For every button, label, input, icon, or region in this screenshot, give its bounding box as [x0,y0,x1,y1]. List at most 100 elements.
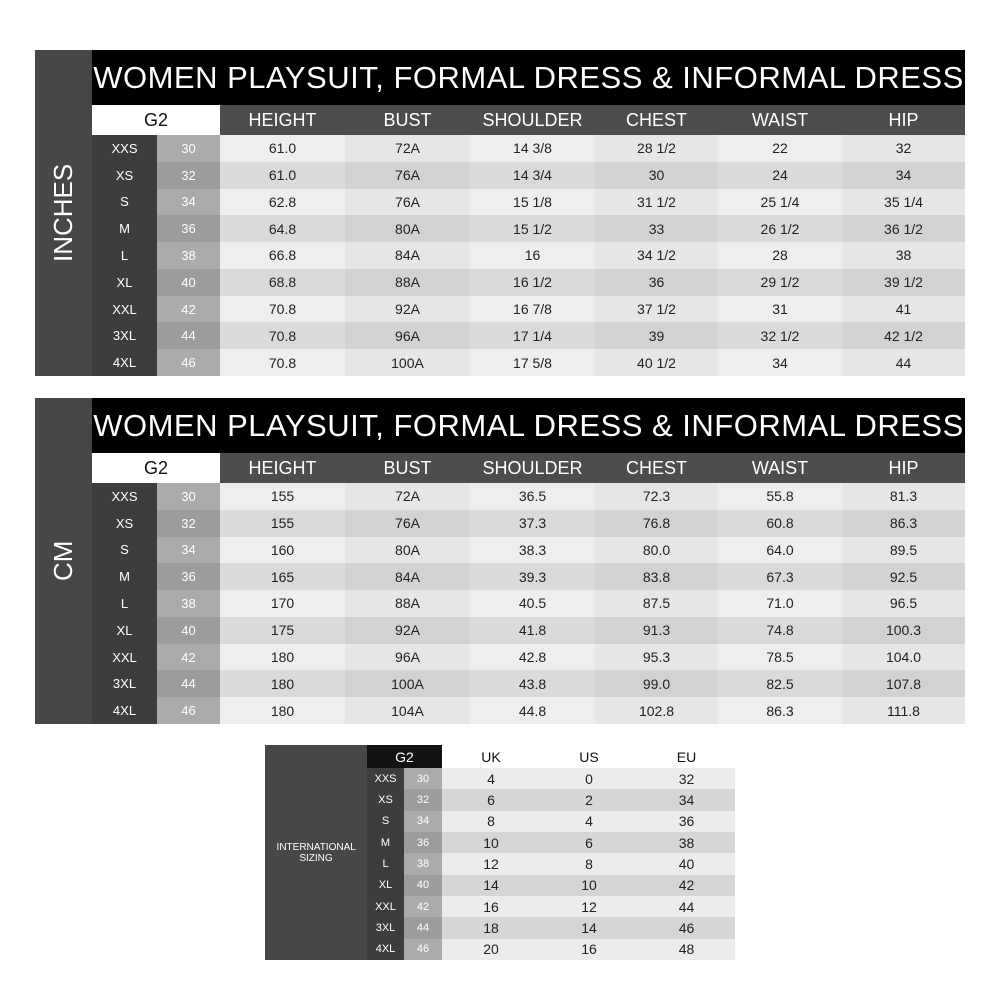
g2-cell: 40 [157,616,220,644]
data-cell: 32 [638,768,735,790]
data-cell: 61.0 [220,161,345,189]
data-cell: 39 [595,322,718,350]
size-cell: S [367,810,404,832]
data-cell: 96A [345,322,470,350]
data-cell: 83.8 [595,563,718,591]
data-cell: 70.8 [220,295,345,323]
data-cell: 20 [442,938,540,960]
data-cell: 36.5 [470,483,595,510]
g2-cell: 46 [157,697,220,724]
data-cell: 16 [470,242,595,269]
data-cell: 34 [718,349,842,376]
data-cell: 72A [345,483,470,510]
data-cell: 28 [718,242,842,269]
data-cell: 70.8 [220,349,345,376]
g2-cell: 30 [157,135,220,162]
column-header: WAIST [718,105,842,135]
data-cell: 71.0 [718,590,842,617]
data-cell: 88A [345,590,470,617]
size-cell: XL [92,268,157,296]
data-cell: 2 [540,789,638,811]
data-cell: 92A [345,616,470,644]
data-cell: 100.3 [842,616,965,644]
data-cell: 16 7/8 [470,295,595,323]
data-cell: 17 1/4 [470,322,595,350]
data-cell: 14 [540,917,638,939]
size-cell: XS [92,509,157,537]
data-cell: 42.8 [470,643,595,671]
data-cell: 68.8 [220,268,345,296]
data-cell: 82.5 [718,670,842,698]
g2-cell: 36 [157,215,220,243]
data-cell: 100A [345,670,470,698]
g2-cell: 32 [157,509,220,537]
data-cell: 15 1/8 [470,188,595,216]
data-cell: 10 [540,874,638,896]
g2-cell: 44 [404,917,442,939]
side-label: CM [35,398,92,724]
data-cell: 104.0 [842,643,965,671]
size-cell: 4XL [92,697,157,724]
data-cell: 165 [220,563,345,591]
data-cell: 36 [638,810,735,832]
size-cell: 3XL [92,322,157,350]
g2-cell: 32 [404,789,442,811]
g2-cell: 40 [404,874,442,896]
data-cell: 175 [220,616,345,644]
column-header: CHEST [595,453,718,483]
data-cell: 38.3 [470,536,595,564]
data-cell: 74.8 [718,616,842,644]
data-cell: 104A [345,697,470,724]
g2-cell: 30 [157,483,220,510]
data-cell: 76.8 [595,509,718,537]
data-cell: 76A [345,161,470,189]
column-header: UK [442,745,540,768]
data-cell: 92.5 [842,563,965,591]
data-cell: 35 1/4 [842,188,965,216]
data-cell: 81.3 [842,483,965,510]
data-cell: 39 1/2 [842,268,965,296]
data-cell: 25 1/4 [718,188,842,216]
data-cell: 62.8 [220,188,345,216]
size-cell: 3XL [92,670,157,698]
data-cell: 34 1/2 [595,242,718,269]
data-cell: 36 [595,268,718,296]
data-cell: 72.3 [595,483,718,510]
size-cell: 4XL [367,938,404,960]
g2-cell: 40 [157,268,220,296]
column-header: WAIST [718,453,842,483]
data-cell: 0 [540,768,638,790]
data-cell: 84A [345,242,470,269]
data-cell: 44 [842,349,965,376]
data-cell: 24 [718,161,842,189]
data-cell: 4 [442,768,540,790]
g2-cell: 38 [157,590,220,617]
data-cell: 70.8 [220,322,345,350]
data-cell: 32 [842,135,965,162]
data-cell: 12 [540,896,638,918]
data-cell: 16 [442,896,540,918]
g2-cell: 34 [157,536,220,564]
size-cell: XXS [92,483,157,510]
size-cell: S [92,536,157,564]
data-cell: 41 [842,295,965,323]
data-cell: 107.8 [842,670,965,698]
data-cell: 180 [220,697,345,724]
data-cell: 42 1/2 [842,322,965,350]
data-cell: 160 [220,536,345,564]
g2-cell: 42 [404,896,442,918]
data-cell: 86.3 [842,509,965,537]
data-cell: 4 [540,810,638,832]
data-cell: 55.8 [718,483,842,510]
data-cell: 96.5 [842,590,965,617]
data-cell: 76A [345,188,470,216]
data-cell: 78.5 [718,643,842,671]
g2-cell: 44 [157,322,220,350]
data-cell: 28 1/2 [595,135,718,162]
size-cell: M [92,563,157,591]
g2-cell: 36 [404,832,442,854]
data-cell: 39.3 [470,563,595,591]
data-cell: 30 [595,161,718,189]
column-header: G2 [92,453,220,483]
